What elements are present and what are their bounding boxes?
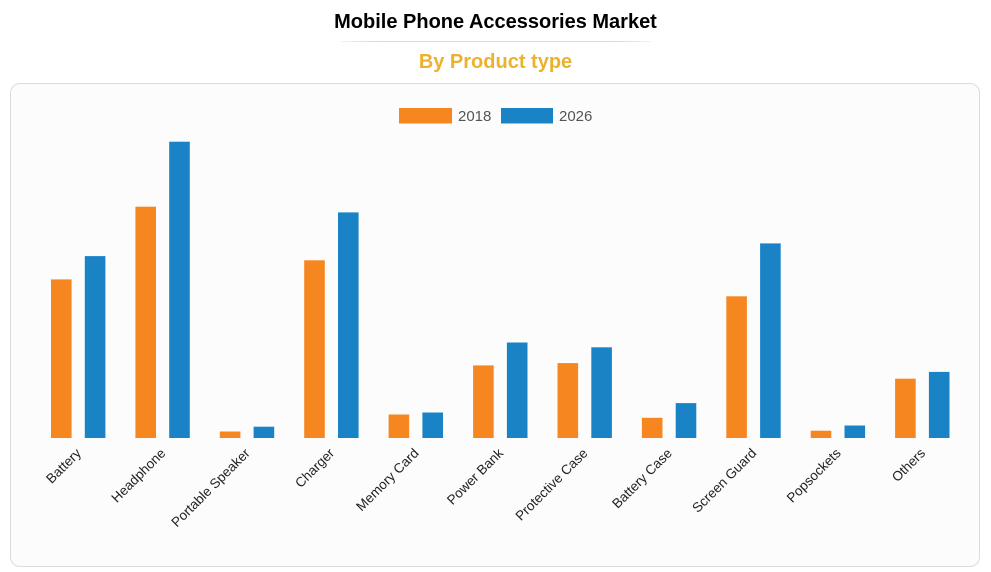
svg-text:Charger: Charger xyxy=(292,445,337,490)
svg-text:Screen Guard: Screen Guard xyxy=(689,446,759,516)
svg-text:Headphone: Headphone xyxy=(108,446,168,506)
svg-text:Portable Speaker: Portable Speaker xyxy=(168,445,253,530)
svg-text:Protective Case: Protective Case xyxy=(513,446,591,524)
svg-text:Popsockets: Popsockets xyxy=(784,445,844,505)
svg-text:2026: 2026 xyxy=(559,108,592,125)
svg-text:Battery: Battery xyxy=(43,445,84,486)
svg-text:Battery Case: Battery Case xyxy=(609,446,675,512)
svg-text:Memory Card: Memory Card xyxy=(353,446,421,514)
svg-text:Power Bank: Power Bank xyxy=(444,445,506,507)
svg-text:Others: Others xyxy=(889,445,928,484)
svg-text:2018: 2018 xyxy=(458,108,491,125)
